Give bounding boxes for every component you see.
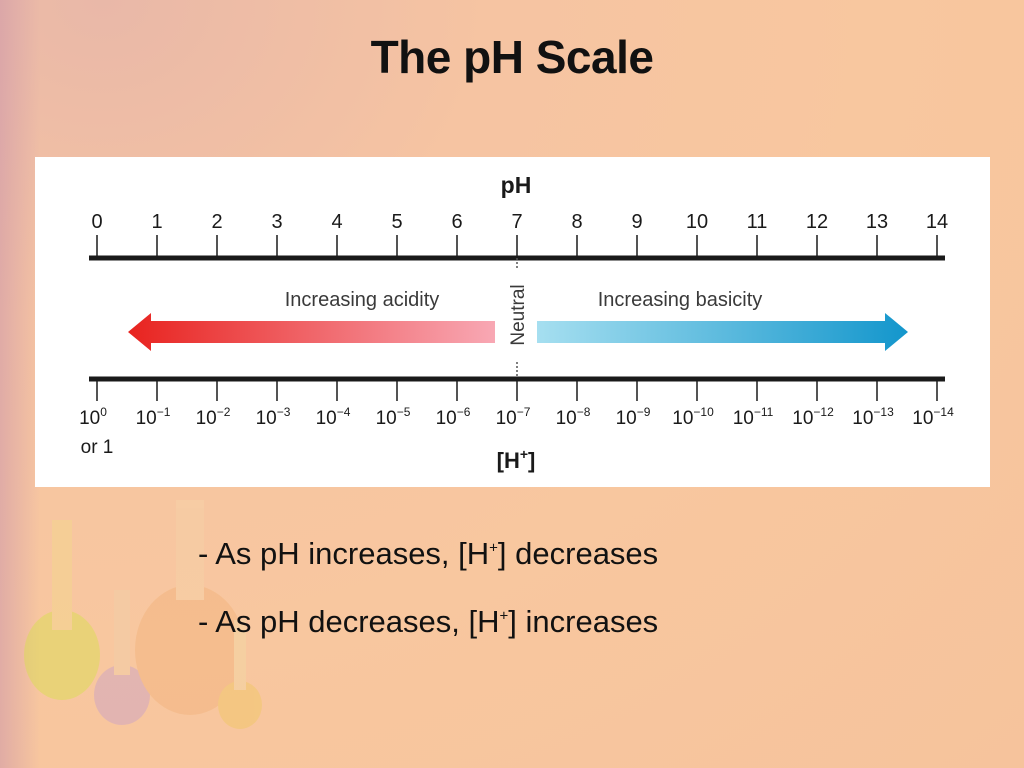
h-tick-labels: 100 10−1 10−2 10−3 10−4 10−5 10−6 10−7 10−8 10−9 1… [79, 379, 954, 429]
ph-scale-diagram: pH 0 1 2 3 4 5 6 7 8 9 10 11 12 13 14 Increasing acidi… [35, 157, 990, 487]
ph-tick-label: 10 [686, 211, 708, 233]
h-tick-label: 10−6 [436, 405, 471, 429]
h-first-alt-label: or 1 [81, 437, 114, 458]
bullet-text-end: ] decreases [497, 536, 659, 571]
ph-tick-label: 1 [151, 211, 162, 233]
ph-tick-label: 8 [571, 211, 582, 233]
base-arrow [537, 313, 908, 351]
h-axis-label-main: [H [497, 448, 520, 473]
background-edge [0, 0, 40, 768]
ph-tick-label: 7 [511, 211, 522, 233]
h-tick-label: 10−9 [616, 405, 651, 429]
acid-arrow [128, 313, 495, 351]
slide-title: The pH Scale [370, 31, 654, 83]
bullet-text: - As pH decreases, [H [198, 604, 500, 639]
ph-tick-label: 6 [451, 211, 462, 233]
h-tick-label: 10−7 [496, 405, 531, 429]
ph-scale-svg: pH 0 1 2 3 4 5 6 7 8 9 10 11 12 13 14 Increasing acidi… [79, 172, 954, 473]
bullet-text-end: ] increases [508, 604, 659, 639]
h-tick-label: 10−4 [316, 405, 351, 429]
h-axis-label: [H+] [497, 446, 536, 473]
h-axis-label-sup: + [520, 446, 528, 462]
ph-tick-label: 13 [866, 211, 888, 233]
ph-tick-label: 11 [747, 211, 768, 233]
h-tick-label: 10−2 [196, 405, 231, 429]
h-tick-label: 10−1 [136, 405, 171, 429]
ph-tick-label: 5 [391, 211, 402, 233]
bullet-sup: + [489, 539, 498, 557]
ph-tick-label: 3 [271, 211, 282, 233]
glassware-decoration [24, 500, 262, 729]
ph-tick-label: 9 [631, 211, 642, 233]
ph-tick-label: 12 [806, 211, 828, 233]
neutral-label-bg [503, 269, 531, 361]
ph-axis-label: pH [501, 172, 532, 198]
base-label: Increasing basicity [598, 289, 763, 311]
h-tick-label: 10−13 [852, 405, 894, 429]
h-tick-label: 10−14 [912, 405, 954, 429]
ph-tick-labels: 0 1 2 3 4 5 6 7 8 9 10 11 12 13 14 [91, 211, 948, 258]
h-tick-label: 10−10 [672, 405, 714, 429]
h-tick-label: 10−3 [256, 405, 291, 429]
h-tick-label: 100 [79, 405, 107, 429]
h-axis-label-close: ] [528, 448, 535, 473]
h-tick-label: 10−5 [376, 405, 411, 429]
bullet-sup: + [499, 607, 509, 625]
bullet-text: - As pH increases, [H [198, 536, 490, 571]
neutral-label: Neutral [508, 284, 529, 345]
h-tick-label: 10−11 [733, 405, 774, 429]
ph-tick-label: 2 [211, 211, 222, 233]
ph-tick-label: 4 [331, 211, 342, 233]
bullet-item: - As pH increases, [H+] decreases [198, 520, 658, 588]
ph-tick-label: 14 [926, 211, 948, 233]
h-tick-label: 10−8 [556, 405, 591, 429]
h-tick-label: 10−12 [792, 405, 834, 429]
ph-tick-label: 0 [91, 211, 102, 233]
bullet-item: - As pH decreases, [H+] increases [198, 588, 658, 656]
bullet-list: - As pH increases, [H+] decreases - As p… [198, 520, 658, 656]
acid-label: Increasing acidity [285, 289, 440, 311]
